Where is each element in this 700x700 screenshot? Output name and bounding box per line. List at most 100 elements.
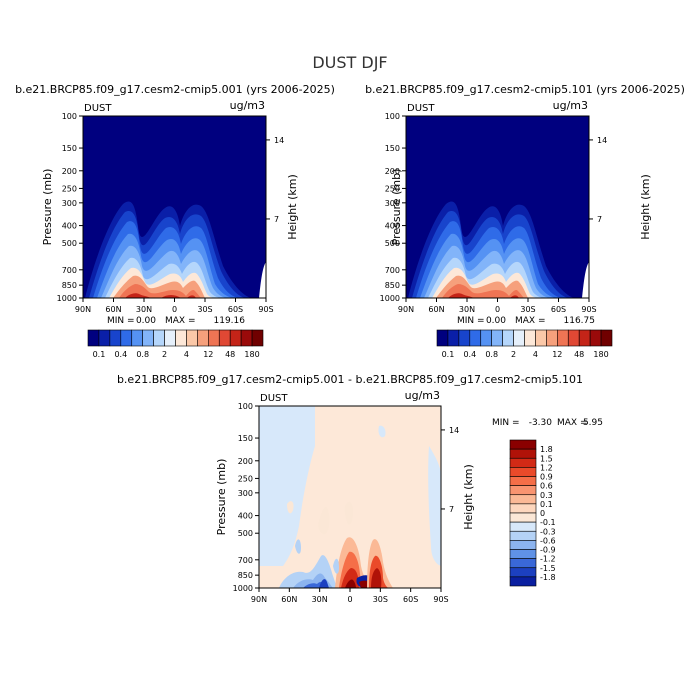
panel-title: b.e21.BRCP85.f09_g17.cesm2-cmip5.101 (yr… <box>365 83 685 96</box>
y-tick-label: 150 <box>238 434 253 443</box>
colorbar-label: 48 <box>574 350 584 359</box>
y-tick-label: 700 <box>62 266 77 275</box>
colorbar-swatch <box>509 439 537 450</box>
colorbar-label: 0.4 <box>114 350 127 359</box>
max-label: MAX = <box>165 316 196 326</box>
y-tick-label: 150 <box>62 144 77 153</box>
y-right-tick-label: 7 <box>449 505 454 514</box>
panel-title: b.e21.BRCP85.f09_g17.cesm2-cmip5.001 - b… <box>117 373 583 386</box>
colorbar-label: 12 <box>203 350 213 359</box>
y-tick-label: 100 <box>62 112 77 121</box>
colorbar-swatch <box>175 329 187 347</box>
x-tick-label: 30N <box>312 595 328 604</box>
colorbar-swatch <box>546 329 558 347</box>
colorbar-swatch <box>509 521 537 532</box>
y-tick-label: 150 <box>385 144 400 153</box>
panel-run-001: b.e21.BRCP85.f09_g17.cesm2-cmip5.001 (yr… <box>15 83 335 359</box>
colorbar-label: -1.8 <box>540 573 556 582</box>
colorbar-swatch <box>509 512 537 523</box>
min-label: MIN = <box>492 418 520 428</box>
colorbar-label: 180 <box>593 350 608 359</box>
x-tick-label: 0 <box>347 595 352 604</box>
colorbar-label: -0.6 <box>540 536 556 545</box>
colorbar-swatch <box>458 329 471 347</box>
min-label: MIN = <box>107 316 135 326</box>
y-tick-label: 850 <box>238 571 253 580</box>
y-tick-label: 250 <box>385 184 400 193</box>
colorbar-swatch <box>509 457 537 468</box>
colorbar-swatch <box>502 329 514 347</box>
colorbar-swatch <box>557 329 569 347</box>
colorbar-swatch <box>513 329 525 347</box>
colorbar-label: 12 <box>552 350 562 359</box>
colorbar-swatch <box>509 476 537 486</box>
colorbar-label: -0.1 <box>540 518 556 527</box>
y-tick-label: 850 <box>385 281 400 290</box>
colorbar-label: 0.1 <box>93 350 106 359</box>
colorbar-swatch <box>509 576 537 587</box>
colorbar-swatch <box>509 485 537 496</box>
colorbar-label: 0.1 <box>442 350 455 359</box>
x-tick-label: 30N <box>136 305 152 314</box>
x-tick-label: 60N <box>281 595 297 604</box>
colorbar-swatch <box>153 329 165 347</box>
y-axis-label: Pressure (mb) <box>390 169 403 246</box>
colorbar-label: -1.5 <box>540 564 556 573</box>
colorbar-label: 180 <box>244 350 259 359</box>
colorbar-label: 4 <box>533 350 538 359</box>
x-tick-label: 90N <box>398 305 414 314</box>
x-tick-label: 30N <box>459 305 475 314</box>
colorbar-label: 2 <box>162 350 167 359</box>
colorbar-swatch <box>197 329 209 347</box>
max-label: MAX = <box>557 418 588 428</box>
y-tick-label: 500 <box>238 529 253 538</box>
x-tick-label: 60S <box>228 305 243 314</box>
min-value: 0.00 <box>136 316 156 326</box>
colorbar-swatch <box>509 448 537 459</box>
colorbar-swatch <box>524 329 536 347</box>
y-tick-label: 400 <box>62 222 77 231</box>
colorbar-swatch <box>491 329 503 347</box>
figure-title: DUST DJF <box>312 53 387 72</box>
min-label: MIN = <box>457 316 485 326</box>
y-tick-label: 300 <box>238 489 253 498</box>
colorbar-label: 1.8 <box>540 445 553 454</box>
colorbar-swatch <box>447 329 460 347</box>
colorbar-swatch <box>509 540 537 550</box>
colorbar-label: 0.8 <box>485 350 498 359</box>
colorbar-swatch <box>509 530 537 541</box>
colorbar: 0.1 0.4 0.8 2 4 12 48 180 <box>87 329 264 359</box>
colorbar-swatch <box>131 329 143 347</box>
y-tick-label: 1000 <box>233 584 253 593</box>
y-tick-label: 500 <box>62 239 77 248</box>
corner-label-right: ug/m3 <box>553 99 588 112</box>
y-tick-label: 300 <box>385 199 400 208</box>
max-label: MAX = <box>515 316 546 326</box>
y-tick-label: 400 <box>385 222 400 231</box>
y-tick-label: 1000 <box>57 294 77 303</box>
colorbar-label: 0.4 <box>463 350 476 359</box>
colorbar-swatch <box>567 329 580 347</box>
colorbar-swatch <box>535 329 547 347</box>
x-tick-label: 90N <box>251 595 267 604</box>
y-right-tick-label: 14 <box>449 426 459 435</box>
colorbar-swatch <box>436 329 449 347</box>
x-tick-label: 60S <box>403 595 418 604</box>
colorbar-label: -1.2 <box>540 555 556 564</box>
colorbar-swatch <box>251 329 264 347</box>
colorbar-label: 4 <box>184 350 189 359</box>
colorbar-swatch <box>578 329 591 347</box>
colorbar-label: 0 <box>540 509 545 518</box>
colorbar-swatch <box>240 329 253 347</box>
colorbar-label: 1.2 <box>540 463 553 472</box>
colorbar-swatch <box>120 329 133 347</box>
colorbar-swatch <box>509 467 537 477</box>
colorbar-swatch <box>509 558 537 569</box>
y-right-tick-label: 7 <box>274 215 279 224</box>
x-tick-label: 0 <box>495 305 500 314</box>
colorbar-swatch <box>509 494 537 505</box>
min-value: -3.30 <box>529 418 553 428</box>
colorbar-swatch <box>98 329 111 347</box>
y-axis-right-label: Height (km) <box>462 464 475 530</box>
